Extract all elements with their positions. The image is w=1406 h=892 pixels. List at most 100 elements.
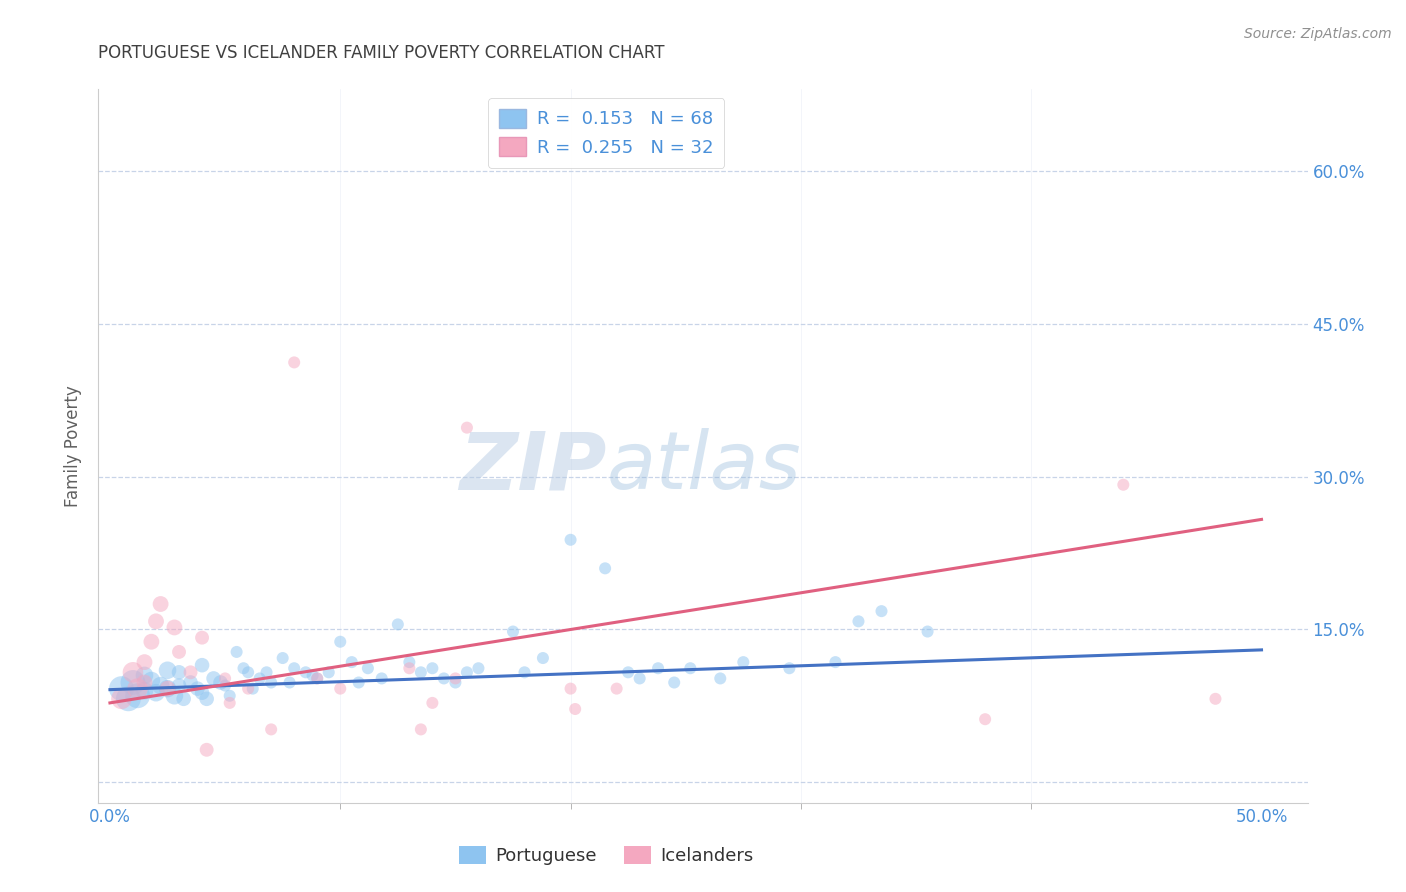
Point bbox=[195, 743, 218, 757]
Point bbox=[387, 617, 409, 632]
Point bbox=[318, 665, 340, 680]
Point bbox=[370, 672, 392, 686]
Point bbox=[329, 634, 352, 648]
Point bbox=[145, 686, 167, 700]
Point bbox=[513, 665, 536, 680]
Point bbox=[236, 681, 259, 696]
Point bbox=[398, 655, 420, 669]
Point bbox=[647, 661, 669, 675]
Text: Source: ZipAtlas.com: Source: ZipAtlas.com bbox=[1244, 27, 1392, 41]
Y-axis label: Family Poverty: Family Poverty bbox=[65, 385, 83, 507]
Point bbox=[848, 615, 870, 629]
Point bbox=[122, 665, 145, 680]
Point bbox=[180, 665, 202, 680]
Point bbox=[191, 631, 214, 645]
Point bbox=[560, 533, 582, 547]
Legend: Portuguese, Icelanders: Portuguese, Icelanders bbox=[451, 838, 761, 872]
Point bbox=[202, 672, 225, 686]
Point bbox=[110, 691, 132, 706]
Point bbox=[679, 661, 702, 675]
Point bbox=[260, 675, 283, 690]
Point bbox=[664, 675, 686, 690]
Point bbox=[156, 663, 179, 677]
Point bbox=[173, 691, 195, 706]
Point bbox=[709, 672, 731, 686]
Point bbox=[218, 696, 240, 710]
Point bbox=[294, 665, 316, 680]
Point bbox=[283, 355, 305, 369]
Point bbox=[606, 681, 628, 696]
Point bbox=[156, 681, 179, 696]
Point bbox=[1112, 477, 1135, 491]
Point bbox=[444, 675, 467, 690]
Point bbox=[232, 661, 254, 675]
Point bbox=[180, 675, 202, 690]
Point bbox=[163, 689, 186, 703]
Point bbox=[260, 723, 283, 737]
Point bbox=[560, 681, 582, 696]
Point bbox=[278, 675, 301, 690]
Point bbox=[422, 661, 444, 675]
Point bbox=[209, 675, 232, 690]
Point bbox=[502, 624, 524, 639]
Point bbox=[167, 679, 190, 693]
Point bbox=[347, 675, 370, 690]
Point bbox=[340, 655, 363, 669]
Point bbox=[824, 655, 846, 669]
Point bbox=[733, 655, 755, 669]
Point bbox=[149, 597, 172, 611]
Point bbox=[134, 675, 156, 690]
Point bbox=[456, 420, 478, 434]
Point bbox=[134, 683, 156, 698]
Point bbox=[444, 672, 467, 686]
Point bbox=[307, 672, 329, 686]
Point bbox=[778, 661, 800, 675]
Point bbox=[974, 712, 997, 726]
Point bbox=[186, 681, 208, 696]
Point bbox=[329, 681, 352, 696]
Point bbox=[617, 665, 640, 680]
Text: ZIP: ZIP bbox=[458, 428, 606, 507]
Point bbox=[236, 665, 259, 680]
Point bbox=[127, 681, 149, 696]
Point bbox=[214, 679, 236, 693]
Point bbox=[409, 723, 432, 737]
Point bbox=[467, 661, 489, 675]
Point bbox=[163, 620, 186, 634]
Point bbox=[134, 655, 156, 669]
Point bbox=[141, 673, 163, 688]
Text: PORTUGUESE VS ICELANDER FAMILY POVERTY CORRELATION CHART: PORTUGUESE VS ICELANDER FAMILY POVERTY C… bbox=[98, 45, 665, 62]
Point bbox=[156, 681, 179, 696]
Point bbox=[195, 691, 218, 706]
Point bbox=[301, 668, 323, 682]
Point bbox=[1204, 691, 1226, 706]
Point bbox=[870, 604, 893, 618]
Point bbox=[145, 615, 167, 629]
Point bbox=[917, 624, 939, 639]
Point bbox=[398, 661, 420, 675]
Point bbox=[141, 634, 163, 648]
Point bbox=[122, 675, 145, 690]
Point bbox=[593, 561, 616, 575]
Point bbox=[167, 645, 190, 659]
Point bbox=[218, 689, 240, 703]
Text: atlas: atlas bbox=[606, 428, 801, 507]
Point bbox=[564, 702, 586, 716]
Point bbox=[628, 672, 651, 686]
Point bbox=[134, 668, 156, 682]
Point bbox=[167, 665, 190, 680]
Point bbox=[242, 681, 264, 696]
Point bbox=[433, 672, 456, 686]
Point bbox=[214, 672, 236, 686]
Point bbox=[422, 696, 444, 710]
Point bbox=[531, 651, 554, 665]
Point bbox=[225, 645, 247, 659]
Point bbox=[117, 691, 139, 706]
Point bbox=[283, 661, 305, 675]
Point bbox=[191, 686, 214, 700]
Point bbox=[149, 679, 172, 693]
Point bbox=[249, 672, 271, 686]
Point bbox=[357, 661, 380, 675]
Point bbox=[110, 681, 132, 696]
Point bbox=[127, 689, 149, 703]
